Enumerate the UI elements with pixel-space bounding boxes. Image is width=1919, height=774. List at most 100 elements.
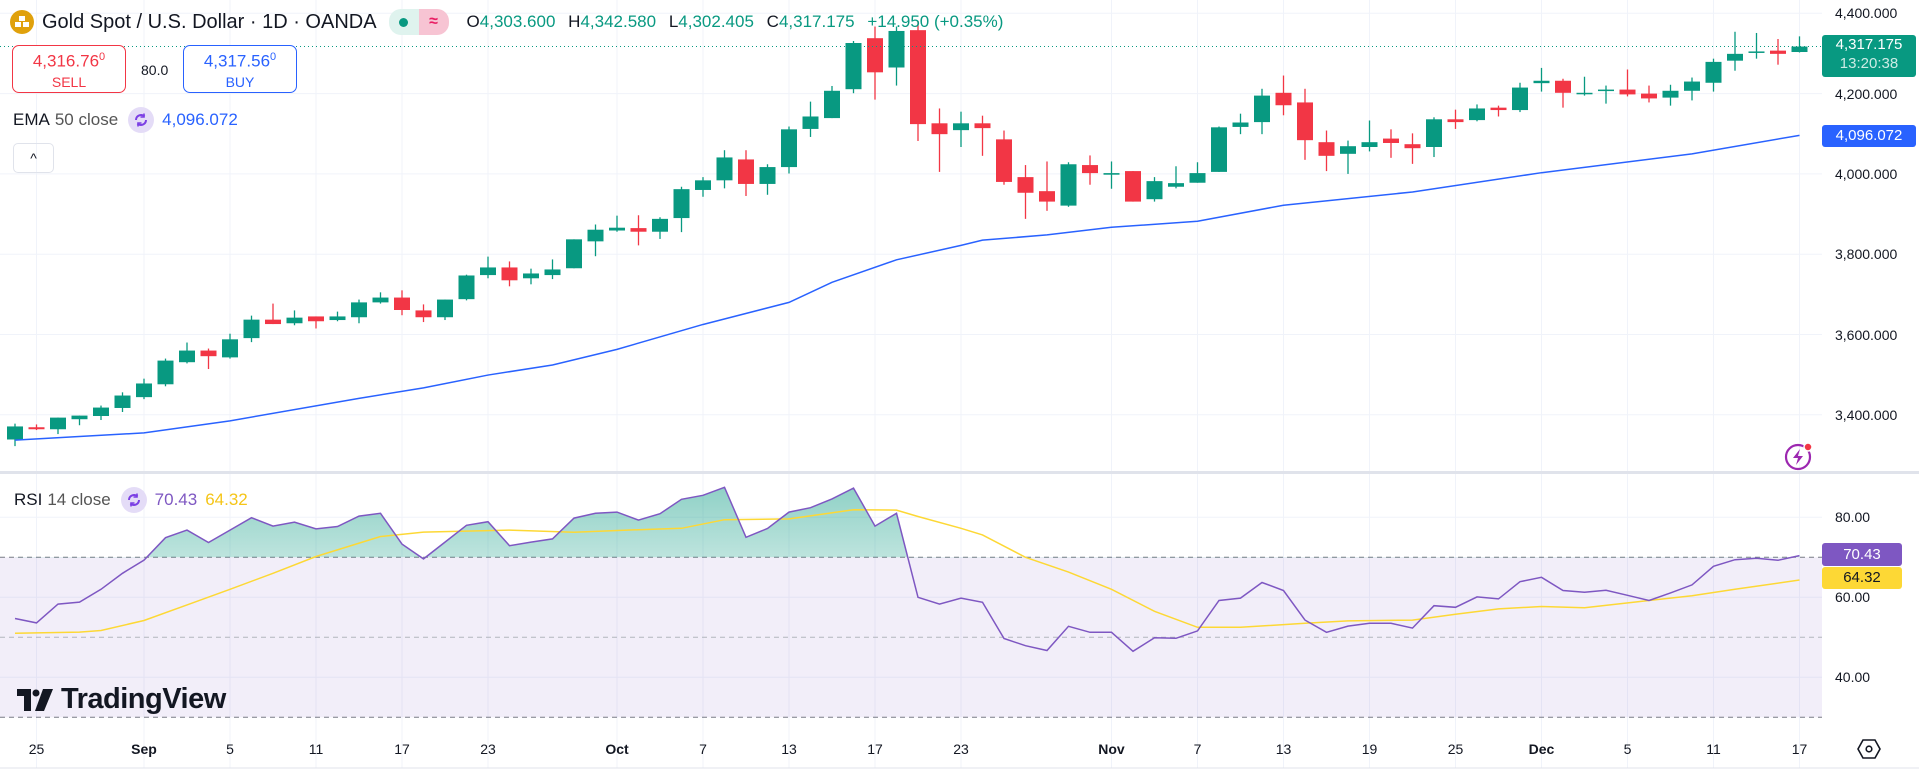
- candle: [544, 259, 561, 280]
- candle: [1039, 161, 1055, 211]
- candle-body: [845, 43, 862, 90]
- candle-body: [1189, 173, 1206, 183]
- candle: [759, 164, 776, 195]
- lightning-icon[interactable]: [1783, 440, 1815, 477]
- candle: [265, 303, 281, 325]
- candle-body: [1232, 122, 1249, 127]
- candle: [28, 424, 45, 431]
- candle-body: [1361, 142, 1378, 147]
- time-axis-label: 5: [226, 741, 234, 757]
- candle: [695, 177, 711, 197]
- candle-body: [673, 189, 690, 219]
- candle-body: [888, 30, 905, 68]
- price-axis-label: 3,600.000: [1835, 326, 1898, 343]
- ema-price-tag: 4,096.072: [1822, 125, 1916, 147]
- candle: [888, 26, 905, 86]
- chevron-up-icon: ^: [30, 150, 37, 166]
- candle: [845, 41, 862, 94]
- last-price: 4,317.175: [1835, 36, 1903, 53]
- candle: [1361, 120, 1378, 152]
- ohlc-values: O4,303.600 H4,342.580 L4,302.405 C4,317.…: [459, 12, 1004, 32]
- candle-body: [458, 275, 475, 300]
- candle-body: [1211, 127, 1227, 172]
- candle-body: [1576, 92, 1593, 95]
- approx-icon: ≈: [418, 9, 449, 35]
- candle-body: [1512, 87, 1528, 111]
- candle-body: [329, 316, 346, 321]
- candle: [415, 304, 432, 323]
- refresh-cycle-icon[interactable]: [120, 487, 147, 513]
- time-axis-label: 11: [308, 741, 324, 757]
- time-axis-label: 23: [480, 741, 496, 757]
- tradingview-logo: TradingView: [17, 683, 226, 716]
- price-pane[interactable]: [0, 20, 1822, 447]
- candle: [1641, 85, 1657, 103]
- candle-body: [501, 267, 518, 281]
- hexagon-eye-icon[interactable]: [1856, 738, 1882, 765]
- rsi-axis-label: 40.00: [1835, 669, 1871, 686]
- candle-body: [1533, 80, 1550, 84]
- candle: [1662, 84, 1679, 106]
- candle: [1598, 85, 1614, 104]
- candle: [351, 299, 367, 324]
- candle-body: [179, 350, 195, 363]
- candle: [1297, 88, 1313, 160]
- rsi-value: 70.43: [154, 490, 198, 509]
- buy-price: 4,317.56: [203, 51, 271, 71]
- collapse-legend-button[interactable]: ^: [13, 143, 54, 173]
- candle: [243, 315, 260, 343]
- candle-body: [7, 426, 23, 440]
- candle: [931, 108, 948, 172]
- candle: [1146, 177, 1163, 202]
- candle-body: [1684, 81, 1700, 91]
- refresh-cycle-icon[interactable]: [128, 107, 155, 133]
- candle-body: [1619, 89, 1636, 95]
- candle-body: [910, 30, 926, 125]
- logo-text: TradingView: [61, 683, 226, 715]
- rsi-axis-label: 60.00: [1835, 589, 1871, 606]
- market-status-badge[interactable]: ≈: [388, 9, 449, 35]
- high-label: H: [568, 12, 581, 31]
- rsi-params: 14 close: [47, 490, 111, 509]
- candle-body: [759, 167, 776, 184]
- candle: [1791, 36, 1808, 53]
- buy-button[interactable]: 4,317.560 BUY: [183, 45, 297, 93]
- sell-price-pip: 0: [99, 51, 106, 63]
- sell-label: SELL: [51, 73, 87, 90]
- rsi-pane[interactable]: [14, 486, 1800, 653]
- candle-body: [1318, 142, 1335, 156]
- spread-value: 80.0: [141, 62, 169, 78]
- sell-button[interactable]: 4,316.760 SELL: [12, 45, 126, 93]
- candle-body: [1017, 177, 1034, 193]
- candle: [1619, 69, 1636, 97]
- buy-price-pip: 0: [270, 51, 277, 63]
- candle-body: [1103, 173, 1120, 175]
- candle-body: [738, 159, 754, 184]
- candle-body: [1254, 95, 1270, 123]
- rsi-name: RSI: [14, 490, 43, 509]
- rsi-legend[interactable]: RSI 14 close 70.43 64.32: [14, 487, 248, 513]
- candle-body: [1598, 89, 1614, 92]
- candle: [179, 342, 195, 364]
- candle-body: [1770, 50, 1786, 54]
- candle: [1254, 88, 1270, 135]
- candle: [1684, 77, 1700, 101]
- candle: [157, 358, 174, 387]
- candle-body: [1426, 119, 1442, 147]
- symbol-title[interactable]: Gold Spot / U.S. Dollar · 1D · OANDA: [42, 10, 377, 33]
- candle-body: [587, 229, 604, 242]
- candle-body: [265, 319, 281, 325]
- pane-separator[interactable]: [0, 471, 1919, 474]
- candle-body: [974, 123, 991, 129]
- candle-body: [1555, 80, 1571, 93]
- candle-body: [1705, 61, 1722, 83]
- candle-body: [1791, 46, 1808, 53]
- ema-legend[interactable]: EMA 50 close 4,096.072: [13, 107, 238, 133]
- time-axis-label: Oct: [605, 741, 629, 757]
- time-axis-label: 11: [1706, 741, 1721, 757]
- price-axis-label: 4,200.000: [1835, 85, 1898, 102]
- candle: [1469, 104, 1485, 122]
- candle-body: [1404, 144, 1421, 149]
- candle: [1490, 105, 1507, 117]
